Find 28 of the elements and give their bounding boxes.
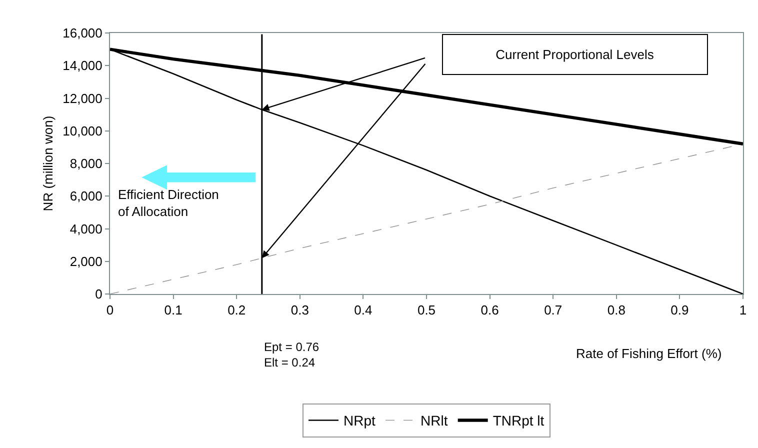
y-tick-label: 12,000: [62, 90, 102, 106]
y-tick-label: 14,000: [62, 58, 102, 74]
y-tick-label: 8,000: [70, 156, 102, 172]
x-tick-label: 0.5: [417, 302, 436, 318]
y-tick-label: 0: [95, 286, 102, 302]
x-tick-label: 0.7: [544, 302, 562, 318]
legend-label: NRpt: [344, 412, 376, 429]
x-tick-label: 0.6: [480, 302, 499, 318]
x-axis-title: Rate of Fishing Effort (%): [576, 346, 722, 361]
x-tick-label: 0.8: [607, 302, 626, 318]
y-tick-label: 4,000: [70, 221, 102, 236]
x-tick-label: 1: [739, 302, 747, 318]
y-tick-label: 10,000: [62, 123, 102, 138]
x-tick-label: 0.4: [354, 302, 372, 318]
legend-label: TNRpt lt: [492, 412, 544, 429]
x-tick-label: 0: [106, 302, 114, 318]
annotation: Current Proportional Levels: [496, 47, 654, 62]
legend-label: NRlt: [420, 412, 448, 429]
annotation: Efficient Direction of Allocation: [118, 187, 219, 219]
x-tick-label: 0.3: [290, 302, 309, 318]
text: Ept = 0.76 Elt = 0.24: [264, 340, 320, 370]
y-tick-label: 6,000: [70, 188, 102, 204]
y-tick-label: 16,000: [62, 26, 102, 41]
x-tick-label: 0.2: [228, 302, 246, 318]
x-tick-label: 0.1: [164, 302, 182, 318]
y-axis-title: NR (million won): [40, 116, 56, 212]
y-tick-label: 2,000: [70, 254, 102, 269]
x-tick-label: 0.9: [670, 302, 689, 318]
